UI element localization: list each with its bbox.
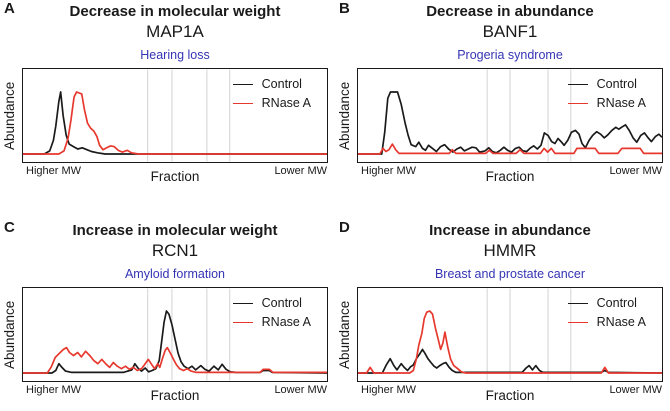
lower-mw-label: Lower MW: [274, 165, 327, 177]
disease-annotation: Progeria syndrome: [457, 48, 563, 62]
panel-title: Decrease in molecular weight: [69, 3, 281, 20]
plot-area: Control RNase A: [357, 287, 663, 382]
control-line-swatch: [567, 83, 588, 85]
legend-item-control: Control: [232, 77, 311, 91]
higher-mw-label: Higher MW: [361, 384, 417, 396]
higher-mw-label: Higher MW: [26, 384, 82, 396]
panel-letter: A: [4, 0, 15, 17]
gene-name: RCN1: [151, 241, 199, 260]
panel-letter: B: [339, 0, 350, 17]
legend-label-control: Control: [596, 296, 637, 310]
panel-title: Increase in molecular weight: [72, 222, 278, 239]
plot-area: Control RNase A: [357, 68, 663, 163]
y-axis-label: Abundance: [2, 81, 17, 150]
rnase-line-swatch: [232, 321, 253, 323]
x-axis-label: Fraction: [150, 388, 200, 403]
legend-label-control: Control: [261, 296, 302, 310]
legend: Control RNase A: [232, 296, 311, 329]
legend-label-control: Control: [596, 77, 637, 91]
legend-item-rnase: RNase A: [567, 96, 646, 110]
lower-mw-label: Lower MW: [609, 165, 662, 177]
legend: Control RNase A: [232, 77, 311, 110]
legend-label-control: Control: [261, 77, 302, 91]
disease-annotation: Breast and prostate cancer: [434, 267, 586, 281]
y-axis-label: Abundance: [337, 300, 352, 369]
control-line-swatch: [232, 83, 253, 85]
rnase-line-swatch: [232, 102, 253, 104]
higher-mw-label: Higher MW: [361, 165, 417, 177]
legend-label-rnase: RNase A: [261, 96, 311, 110]
x-axis-label: Fraction: [485, 388, 535, 403]
legend: Control RNase A: [567, 77, 646, 110]
panel-title: Increase in abundance: [429, 222, 591, 239]
gene-name: MAP1A: [146, 22, 204, 41]
legend-item-control: Control: [567, 77, 646, 91]
legend-item-rnase: RNase A: [232, 315, 311, 329]
x-axis-label: Fraction: [150, 169, 200, 184]
chart-svg: [23, 69, 327, 162]
rnase-line-swatch: [567, 321, 588, 323]
gene-name: BANF1: [482, 22, 538, 41]
legend-item-control: Control: [232, 296, 311, 310]
panel: D Increase in abundance HMMR Breast and …: [335, 205, 670, 411]
chart-svg: [23, 288, 327, 381]
disease-annotation: Amyloid formation: [124, 267, 226, 281]
lower-mw-label: Lower MW: [274, 384, 327, 396]
legend: Control RNase A: [567, 296, 646, 329]
panel-letter: C: [4, 219, 15, 236]
legend-label-rnase: RNase A: [596, 315, 646, 329]
legend-label-rnase: RNase A: [596, 96, 646, 110]
lower-mw-label: Lower MW: [609, 384, 662, 396]
panel: C Increase in molecular weight RCN1 Amyl…: [0, 205, 335, 411]
panel: A Decrease in molecular weight MAP1A Hea…: [0, 0, 335, 205]
plot-area: Control RNase A: [22, 287, 328, 382]
y-axis-label: Abundance: [2, 300, 17, 369]
rnase-line-swatch: [567, 102, 588, 104]
chart-svg: [358, 69, 662, 162]
chart-svg: [358, 288, 662, 381]
panel-letter: D: [339, 219, 350, 236]
control-line-swatch: [567, 302, 588, 304]
disease-annotation: Hearing loss: [140, 48, 210, 62]
plot-area: Control RNase A: [22, 68, 328, 163]
gene-name: HMMR: [483, 241, 537, 260]
panel: B Decrease in abundance BANF1 Progeria s…: [335, 0, 670, 205]
legend-label-rnase: RNase A: [261, 315, 311, 329]
y-axis-label: Abundance: [337, 81, 352, 150]
panel-title: Decrease in abundance: [426, 3, 594, 20]
control-line-swatch: [232, 302, 253, 304]
legend-item-control: Control: [567, 296, 646, 310]
legend-item-rnase: RNase A: [567, 315, 646, 329]
higher-mw-label: Higher MW: [26, 165, 82, 177]
x-axis-label: Fraction: [485, 169, 535, 184]
legend-item-rnase: RNase A: [232, 96, 311, 110]
